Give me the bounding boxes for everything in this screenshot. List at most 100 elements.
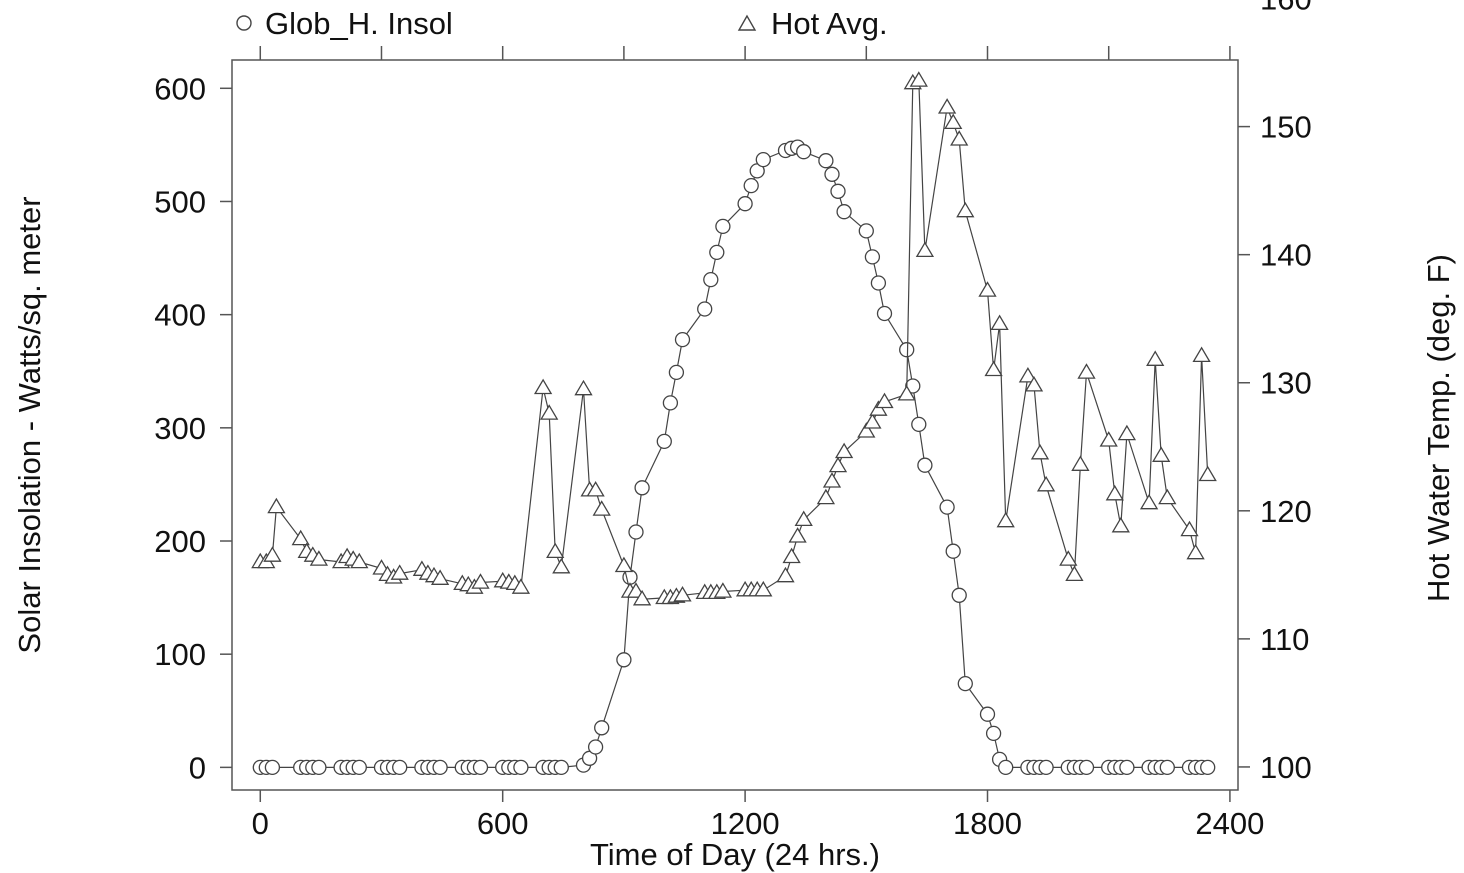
data-point-hot-avg xyxy=(574,379,593,396)
data-point-hot-avg xyxy=(956,201,975,218)
data-point-glob-h-insol xyxy=(796,144,812,160)
data-point-hot-avg xyxy=(614,556,634,573)
data-point-hot-avg xyxy=(713,582,733,598)
data-point-glob-h-insol xyxy=(432,759,448,776)
y2-tick-label: 110 xyxy=(1260,622,1309,657)
data-point-hot-avg xyxy=(546,542,565,559)
data-point-hot-avg xyxy=(1065,565,1084,582)
data-point-glob-h-insol xyxy=(709,244,725,261)
data-point-glob-h-insol xyxy=(899,342,915,358)
plot-frame xyxy=(231,59,1239,791)
data-point-hot-avg xyxy=(978,281,997,297)
legend-label-hot-avg: Hot Avg. xyxy=(771,6,888,41)
data-point-hot-avg xyxy=(1059,550,1078,566)
data-point-hot-avg xyxy=(944,113,963,130)
y-tick-label: 300 xyxy=(154,411,206,446)
data-point-hot-avg xyxy=(390,564,409,580)
data-point-hot-avg xyxy=(309,550,329,566)
data-point-hot-avg xyxy=(834,442,854,459)
data-point-hot-avg xyxy=(937,98,957,114)
data-point-glob-h-insol xyxy=(876,305,893,322)
legend: Glob_H. Insol Hot Avg. xyxy=(236,6,888,41)
data-point-glob-h-insol xyxy=(628,524,644,540)
data-point-hot-avg xyxy=(430,569,450,585)
data-point-hot-avg xyxy=(632,589,652,606)
data-point-hot-avg xyxy=(1180,520,1199,537)
data-point-glob-h-insol xyxy=(553,759,569,776)
data-point-glob-h-insol xyxy=(697,301,713,317)
data-point-hot-avg xyxy=(1158,488,1177,505)
data-point-glob-h-insol xyxy=(594,720,610,736)
data-point-hot-avg xyxy=(1071,455,1090,471)
data-point-hot-avg xyxy=(1018,367,1038,383)
data-point-glob-h-insol xyxy=(836,204,852,220)
y2-tick-label: 120 xyxy=(1260,494,1312,529)
data-point-hot-avg xyxy=(869,400,888,416)
y-tick-label: 100 xyxy=(154,637,206,672)
data-point-hot-avg xyxy=(950,130,969,146)
data-point-glob-h-insol xyxy=(472,759,489,776)
data-point-hot-avg xyxy=(1186,543,1205,560)
data-point-hot-avg xyxy=(471,573,490,589)
x-axis-title: Time of Day (24 hrs.) xyxy=(590,837,880,872)
data-point-glob-h-insol xyxy=(351,759,367,776)
data-point-hot-avg xyxy=(552,557,571,574)
data-point-hot-avg xyxy=(533,378,553,395)
y2-tick-label: 160 xyxy=(1260,0,1312,17)
data-point-hot-avg xyxy=(1192,346,1211,363)
data-point-glob-h-insol xyxy=(737,196,753,212)
y-tick-label: 0 xyxy=(189,750,206,785)
data-point-glob-h-insol xyxy=(392,759,408,776)
data-point-glob-h-insol xyxy=(634,480,650,496)
data-point-glob-h-insol xyxy=(818,153,834,169)
data-point-hot-avg xyxy=(996,511,1015,528)
data-point-glob-h-insol xyxy=(743,177,759,194)
data-point-hot-avg xyxy=(828,456,848,473)
data-point-hot-avg xyxy=(857,422,876,438)
data-point-glob-h-insol xyxy=(587,739,604,755)
data-point-hot-avg xyxy=(897,385,916,401)
y-tick-label: 200 xyxy=(154,524,206,559)
data-point-hot-avg xyxy=(990,314,1009,331)
data-point-hot-avg xyxy=(863,413,882,429)
data-point-glob-h-insol xyxy=(1119,759,1135,776)
data-point-hot-avg xyxy=(1099,431,1118,447)
data-point-hot-avg xyxy=(984,360,1003,377)
data-point-glob-h-insol xyxy=(911,416,927,433)
data-point-hot-avg xyxy=(511,578,531,594)
data-point-glob-h-insol xyxy=(668,364,685,381)
y2-axis-title: Hot Water Temp. (deg. F) xyxy=(1421,254,1456,602)
x-tick-label: 2400 xyxy=(1195,806,1264,841)
legend-label-glob-h-insol: Glob_H. Insol xyxy=(265,6,453,41)
data-point-glob-h-insol xyxy=(662,395,679,411)
data-point-glob-h-insol xyxy=(830,183,846,199)
data-point-glob-h-insol xyxy=(703,271,719,288)
data-point-glob-h-insol xyxy=(1038,759,1054,776)
data-point-hot-avg xyxy=(350,552,369,569)
data-point-hot-avg xyxy=(1146,350,1165,366)
data-point-hot-avg xyxy=(1030,443,1050,460)
data-point-hot-avg xyxy=(586,481,605,497)
data-point-glob-h-insol xyxy=(513,759,529,776)
data-point-hot-avg xyxy=(592,500,611,516)
data-point-glob-h-insol xyxy=(858,223,874,239)
y2-tick-label: 150 xyxy=(1260,110,1312,145)
data-point-hot-avg xyxy=(1139,493,1159,510)
data-point-glob-h-insol xyxy=(985,725,1002,742)
series-layer xyxy=(251,71,1217,776)
data-point-hot-avg xyxy=(816,488,836,505)
y2-tick-label: 130 xyxy=(1260,366,1312,401)
y2-tick-label: 140 xyxy=(1260,238,1312,273)
data-point-hot-avg xyxy=(291,529,310,546)
series-line-glob-h-insol xyxy=(260,146,1208,769)
data-point-glob-h-insol xyxy=(939,499,955,515)
data-point-hot-avg xyxy=(822,472,842,488)
data-point-glob-h-insol xyxy=(311,759,327,776)
data-point-glob-h-insol xyxy=(957,675,973,692)
data-point-glob-h-insol xyxy=(951,587,967,603)
data-point-glob-h-insol xyxy=(1078,759,1095,776)
x-tick-label: 600 xyxy=(477,806,529,841)
data-point-hot-avg xyxy=(909,71,928,87)
data-point-hot-avg xyxy=(1105,484,1124,501)
